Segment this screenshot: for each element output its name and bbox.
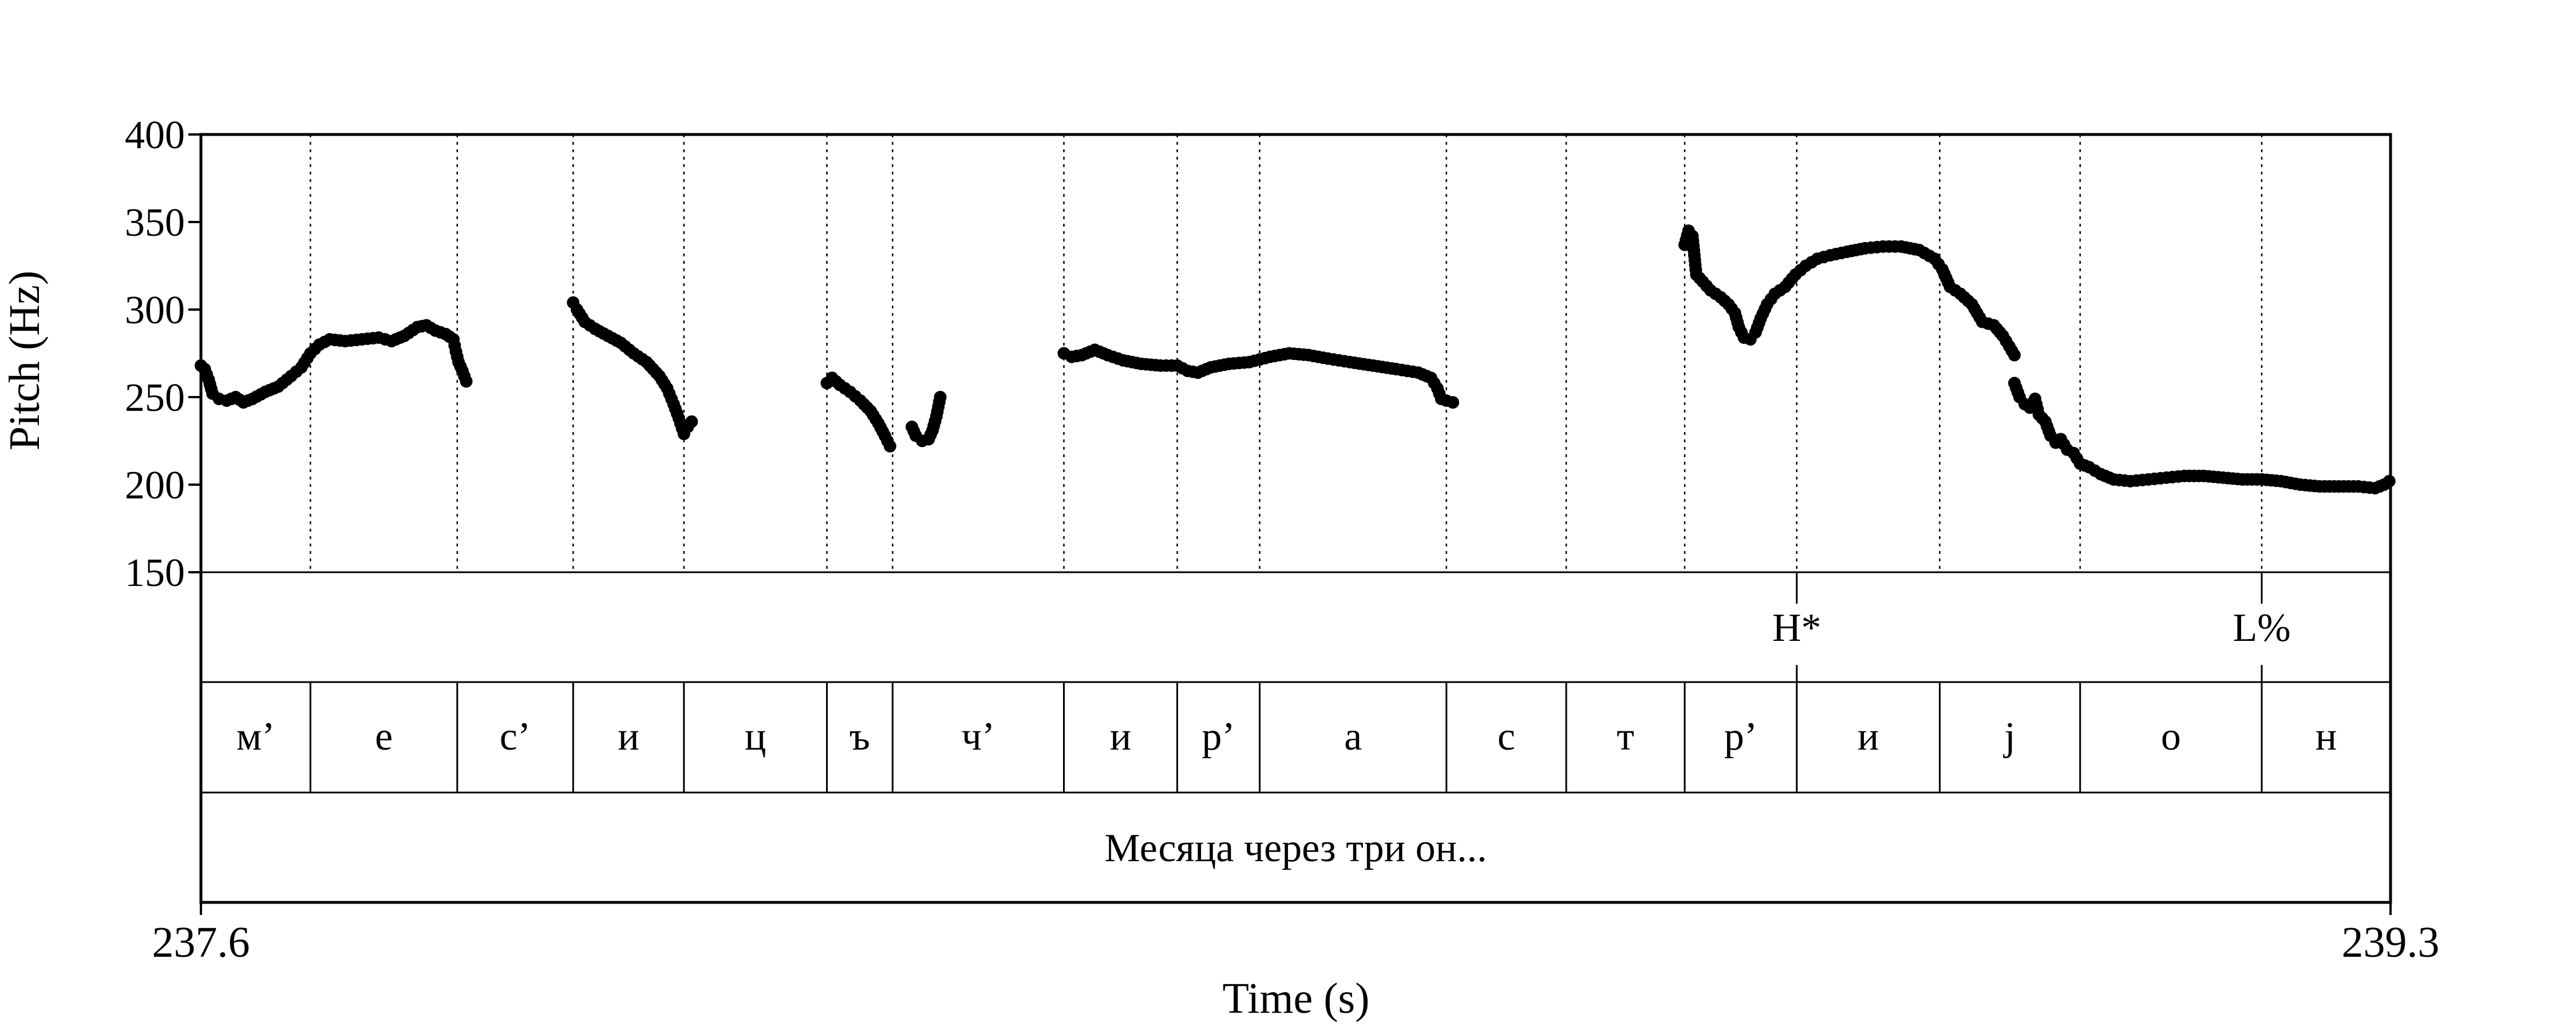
plot-frame xyxy=(199,133,2392,904)
y-axis-label: Pitch (Hz) xyxy=(1,271,49,450)
pitch-point xyxy=(685,415,698,428)
x-axis-label: Time (s) xyxy=(1223,974,1370,1023)
y-tick-label: 400 xyxy=(125,113,185,157)
segment-label: а xyxy=(1344,715,1362,759)
y-tick-label: 200 xyxy=(125,464,185,508)
plot-border xyxy=(199,133,2392,904)
segment-label: м’ xyxy=(236,715,275,759)
segment-label: с’ xyxy=(500,715,531,759)
segment-label: т xyxy=(1617,715,1634,759)
tone-label: L% xyxy=(2233,606,2290,650)
y-tick-label: 150 xyxy=(125,551,185,595)
pitch-point xyxy=(934,391,947,403)
annotation-tiers: H* L% м’ е с’ и ц ъ ч’ и р’ а с т р’ и j о н Месяца через т… xyxy=(201,571,2391,870)
y-tick-label: 350 xyxy=(125,201,185,245)
segment-label: р’ xyxy=(1724,715,1757,759)
segment-label: с xyxy=(1498,715,1515,759)
y-tick-label: 300 xyxy=(125,288,185,332)
segment-label: р’ xyxy=(1202,715,1235,759)
tone-label: H* xyxy=(1772,606,1822,650)
segment-label: ц xyxy=(745,715,766,759)
segment-label: н xyxy=(2316,715,2337,759)
pitch-point xyxy=(1447,396,1459,409)
word-label: Месяца через три он... xyxy=(1104,826,1487,870)
y-tick-label: 250 xyxy=(125,376,185,420)
segment-label: и xyxy=(1110,715,1131,759)
segment-label: и xyxy=(618,715,639,759)
boundary-lines xyxy=(310,134,2263,572)
segment-label: j xyxy=(2002,715,2015,759)
segment-label: ъ xyxy=(850,715,870,759)
x-tick-label: 237.6 xyxy=(152,918,250,966)
segment-label: и xyxy=(1858,715,1879,759)
segment-label: ч’ xyxy=(962,715,995,759)
pitch-point xyxy=(460,375,473,388)
segment-label: о xyxy=(2161,715,2181,759)
axes: Pitch (Hz) Time (s) 150 200 250 300 350 400 23… xyxy=(1,113,2440,1023)
pitch-point xyxy=(883,439,896,453)
x-tick-label: 239.3 xyxy=(2342,918,2440,966)
segment-label: е xyxy=(375,715,393,759)
pitch-point xyxy=(2008,348,2021,362)
pitch-points xyxy=(195,224,2396,495)
